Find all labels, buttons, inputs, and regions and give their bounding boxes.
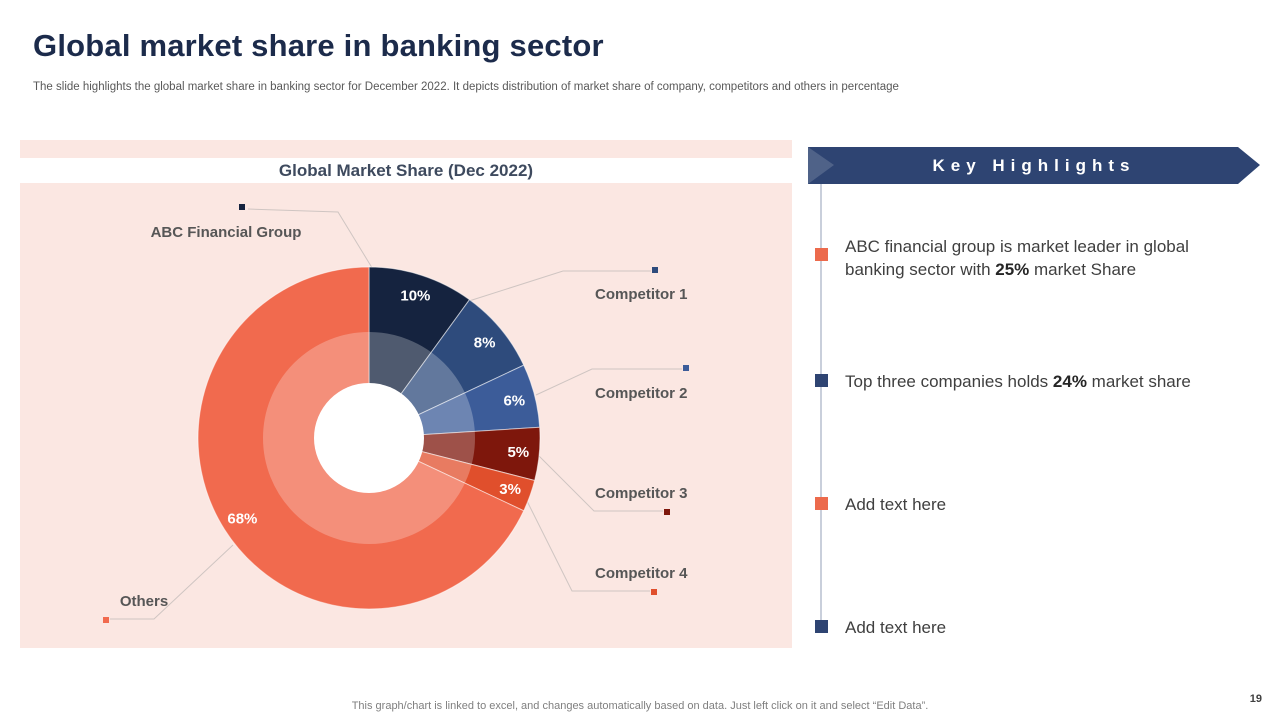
- slice-value-label: 3%: [499, 481, 521, 498]
- key-highlights-title: Key Highlights: [932, 156, 1136, 175]
- key-highlights-banner: [808, 147, 1260, 184]
- page-number: 19: [1249, 693, 1262, 705]
- donut-chart[interactable]: 10% 8% 6% 5% 3% 68% ABC Financial Group Competi…: [20, 183, 792, 648]
- slice-value-label: 10%: [400, 287, 430, 304]
- leader-line: [110, 544, 234, 620]
- highlight-bold-value: 25%: [995, 260, 1030, 279]
- highlight-bullet-square: [815, 248, 828, 261]
- category-label: Competitor 4: [595, 565, 688, 582]
- slice-value-label: 5%: [507, 444, 529, 461]
- label-marker-square: [103, 617, 109, 623]
- highlights-connector-line: [820, 184, 822, 630]
- slice-value-label: 6%: [503, 393, 525, 410]
- highlight-item-3: Add text here: [845, 493, 1237, 516]
- category-label: Others: [120, 593, 168, 610]
- donut-hole: [314, 383, 424, 493]
- slice-value-label: 68%: [227, 510, 257, 527]
- page-title: Global market share in banking sector: [33, 28, 604, 63]
- page-subtitle: The slide highlights the global market s…: [33, 81, 899, 93]
- highlight-text: market Share: [1029, 260, 1137, 279]
- leader-line: [526, 500, 650, 592]
- highlight-item-4: Add text here: [845, 616, 1237, 639]
- highlight-bullet-square: [815, 620, 828, 633]
- highlight-text: Top three companies holds: [845, 372, 1053, 391]
- leader-line: [535, 368, 682, 396]
- label-marker-square: [664, 509, 670, 515]
- label-marker-square: [652, 267, 658, 273]
- chart-header-strip: [20, 140, 792, 158]
- highlight-bullet-square: [815, 497, 828, 510]
- leader-line: [468, 270, 651, 302]
- slice-value-label: 8%: [474, 334, 496, 351]
- chart-panel[interactable]: 10% 8% 6% 5% 3% 68% ABC Financial Group Competi…: [20, 183, 792, 648]
- highlight-bullet-square: [815, 374, 828, 387]
- highlight-item-1: ABC financial group is market leader in …: [845, 235, 1237, 281]
- category-label: Competitor 3: [595, 485, 688, 502]
- label-marker-square: [651, 589, 657, 595]
- highlight-bold-value: 24%: [1052, 372, 1087, 391]
- category-label: ABC Financial Group: [151, 224, 302, 241]
- label-marker-square: [239, 204, 245, 210]
- category-label: Competitor 1: [595, 286, 688, 303]
- donut-inner-ring: [263, 332, 475, 544]
- leader-line: [538, 455, 663, 512]
- leader-line: [247, 208, 375, 272]
- category-label: Competitor 2: [595, 385, 688, 402]
- footer-note: This graph/chart is linked to excel, and…: [351, 700, 929, 712]
- highlight-text: ABC financial group is market leader in …: [845, 237, 1189, 279]
- highlight-text: Add text here: [845, 618, 947, 637]
- highlight-text: Add text here: [845, 495, 947, 514]
- label-marker-square: [683, 365, 689, 371]
- highlight-text: market share: [1086, 372, 1191, 391]
- chart-title: Global Market Share (Dec 2022): [278, 161, 534, 180]
- highlight-item-2: Top three companies holds 24% market sha…: [845, 370, 1237, 393]
